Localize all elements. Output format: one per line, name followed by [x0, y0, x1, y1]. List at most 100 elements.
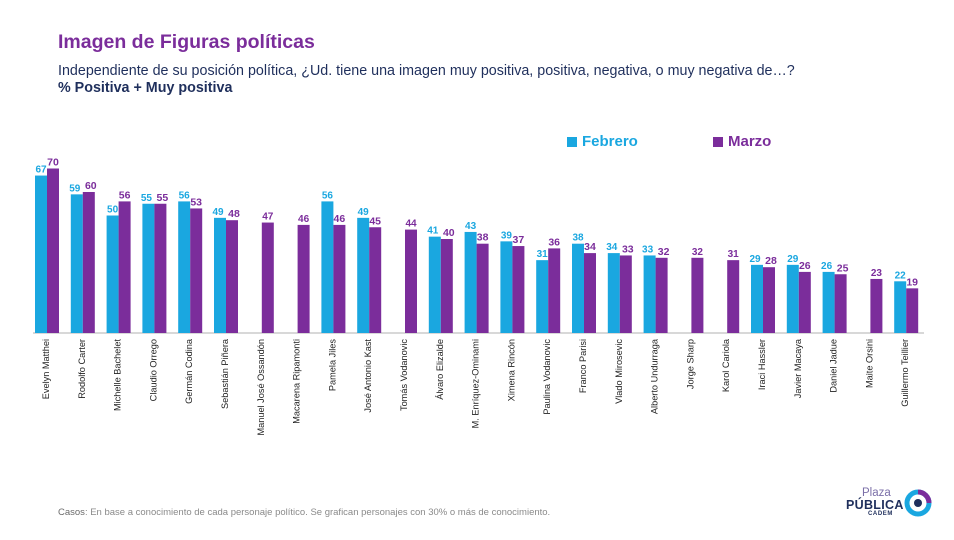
- category-label-2: Michelle Bachelet: [113, 339, 123, 411]
- bar-febrero-3: [142, 203, 155, 333]
- bar-marzo-15: [584, 253, 596, 333]
- data-label-febrero-24: 22: [895, 270, 907, 281]
- data-label-marzo-6: 47: [262, 212, 274, 223]
- logo-line-3: CADEM: [868, 511, 893, 517]
- data-label-febrero-12: 43: [465, 221, 477, 232]
- category-label-14: Paulina Vodanovic: [542, 339, 552, 415]
- category-label-17: Alberto Undurraga: [650, 338, 660, 414]
- bar-marzo-1: [82, 192, 95, 333]
- bar-febrero-9: [357, 217, 370, 333]
- bar-marzo-3: [154, 203, 167, 333]
- category-label-19: Karol Cariola: [721, 338, 731, 392]
- bar-marzo-19: [727, 260, 740, 333]
- data-label-marzo-22: 25: [837, 262, 849, 274]
- category-label-10: Tomás Vodanovic: [399, 339, 409, 411]
- data-label-marzo-16: 33: [622, 243, 634, 255]
- bar-marzo-0: [47, 168, 59, 333]
- bar-marzo-8: [333, 224, 346, 333]
- legend-label-febrero: Febrero: [582, 133, 638, 150]
- category-label-22: Daniel Jadue: [829, 339, 839, 393]
- data-label-marzo-8: 46: [334, 213, 346, 225]
- category-label-24: Guillermo Teillier: [900, 339, 910, 407]
- data-label-febrero-3: 55: [141, 193, 153, 204]
- data-label-febrero-1: 59: [69, 183, 81, 194]
- bar-marzo-11: [440, 239, 453, 333]
- bar-febrero-4: [178, 201, 191, 333]
- data-label-febrero-16: 34: [606, 242, 618, 253]
- bar-marzo-4: [190, 208, 203, 333]
- data-label-febrero-17: 33: [642, 244, 654, 255]
- legend-swatch-marzo: [713, 136, 723, 147]
- bar-febrero-5: [214, 217, 226, 333]
- bar-febrero-21: [786, 264, 799, 333]
- bar-febrero-2: [106, 215, 119, 333]
- bar-marzo-9: [369, 227, 382, 333]
- category-label-7: Macarena Ripamonti: [292, 339, 302, 424]
- data-label-marzo-12: 38: [477, 232, 489, 244]
- category-label-3: Claudio Orrego: [148, 339, 158, 401]
- bar-marzo-5: [226, 220, 238, 333]
- category-label-6: Manuel José Ossandón: [256, 339, 266, 436]
- data-label-marzo-4: 53: [190, 196, 202, 208]
- chart-subtitle: Independiente de su posición política, ¿…: [58, 63, 795, 79]
- data-label-febrero-0: 67: [35, 165, 47, 176]
- data-label-marzo-5: 48: [228, 208, 240, 220]
- data-label-marzo-13: 37: [513, 234, 525, 246]
- bar-febrero-15: [572, 243, 584, 333]
- bar-febrero-20: [751, 264, 763, 333]
- category-label-12: M. Enríquez-Ominami: [471, 339, 481, 428]
- data-label-febrero-4: 56: [179, 190, 191, 201]
- bar-febrero-11: [428, 236, 441, 333]
- data-label-marzo-18: 32: [692, 247, 704, 258]
- bar-febrero-12: [464, 231, 477, 333]
- data-label-febrero-20: 29: [749, 254, 761, 265]
- bar-marzo-6: [261, 222, 274, 333]
- data-label-marzo-17: 32: [658, 246, 670, 258]
- category-label-15: Franco Parisi: [578, 339, 588, 393]
- data-label-febrero-13: 39: [501, 230, 513, 241]
- category-label-23: Maite Orsini: [864, 339, 874, 388]
- bar-febrero-24: [894, 281, 907, 333]
- bar-marzo-12: [476, 243, 489, 333]
- bar-febrero-22: [822, 271, 835, 333]
- category-label-11: Álvaro Elizalde: [435, 339, 445, 400]
- bar-marzo-10: [405, 229, 417, 333]
- data-label-febrero-22: 26: [821, 261, 833, 272]
- data-label-febrero-21: 29: [787, 254, 799, 265]
- data-label-marzo-9: 45: [369, 215, 381, 227]
- bar-marzo-23: [870, 278, 883, 333]
- category-label-5: Sebastián Piñera: [220, 338, 230, 409]
- bar-marzo-17: [655, 257, 668, 333]
- bar-febrero-16: [607, 253, 620, 333]
- footnote-text: : En base a conocimiento de cada persona…: [84, 507, 551, 518]
- data-label-marzo-15: 34: [584, 241, 596, 253]
- bar-marzo-21: [798, 271, 811, 333]
- bar-febrero-1: [70, 194, 83, 333]
- bar-marzo-18: [691, 257, 704, 333]
- data-label-marzo-11: 40: [443, 227, 455, 239]
- metric-label: % Positiva + Muy positiva: [58, 80, 233, 96]
- data-label-febrero-15: 38: [572, 233, 584, 244]
- bar-marzo-22: [834, 274, 847, 333]
- bar-febrero-14: [536, 260, 549, 333]
- bar-marzo-13: [512, 246, 525, 333]
- data-label-marzo-3: 55: [157, 192, 169, 204]
- bar-marzo-2: [118, 201, 131, 333]
- bar-febrero-0: [35, 175, 47, 333]
- bar-febrero-8: [321, 201, 334, 333]
- data-label-marzo-23: 23: [871, 268, 883, 279]
- bar-marzo-16: [619, 255, 632, 333]
- category-label-8: Pamela Jiles: [327, 339, 337, 391]
- legend-swatch-febrero: [567, 136, 577, 147]
- category-label-4: Germán Codina: [184, 338, 194, 404]
- category-label-18: Jorge Sharp: [685, 339, 695, 389]
- category-label-13: Ximena Rincón: [506, 339, 516, 401]
- data-label-marzo-7: 46: [298, 214, 310, 225]
- category-label-9: José Antonio Kast: [363, 339, 373, 413]
- category-label-16: Vlado Mirosevic: [614, 339, 624, 404]
- logo-line-1: Plaza: [862, 487, 891, 499]
- legend-label-marzo: Marzo: [728, 133, 772, 150]
- data-label-marzo-0: 70: [47, 157, 59, 169]
- chart-title: Imagen de Figuras políticas: [58, 31, 315, 53]
- legend-item-febrero: Febrero: [567, 133, 638, 150]
